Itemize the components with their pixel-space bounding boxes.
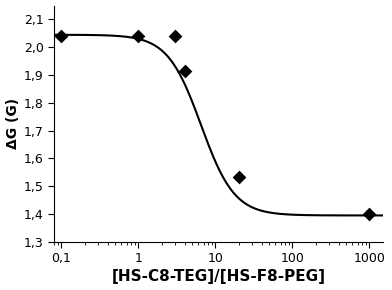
- Point: [135, 34, 142, 39]
- Point: [236, 174, 242, 179]
- Point: [182, 68, 188, 73]
- Point: [172, 34, 178, 39]
- Y-axis label: ΔG (G): ΔG (G): [5, 98, 20, 149]
- Point: [367, 212, 373, 216]
- X-axis label: [HS-C8-TEG]/[HS-F8-PEG]: [HS-C8-TEG]/[HS-F8-PEG]: [111, 269, 325, 284]
- Point: [58, 34, 65, 39]
